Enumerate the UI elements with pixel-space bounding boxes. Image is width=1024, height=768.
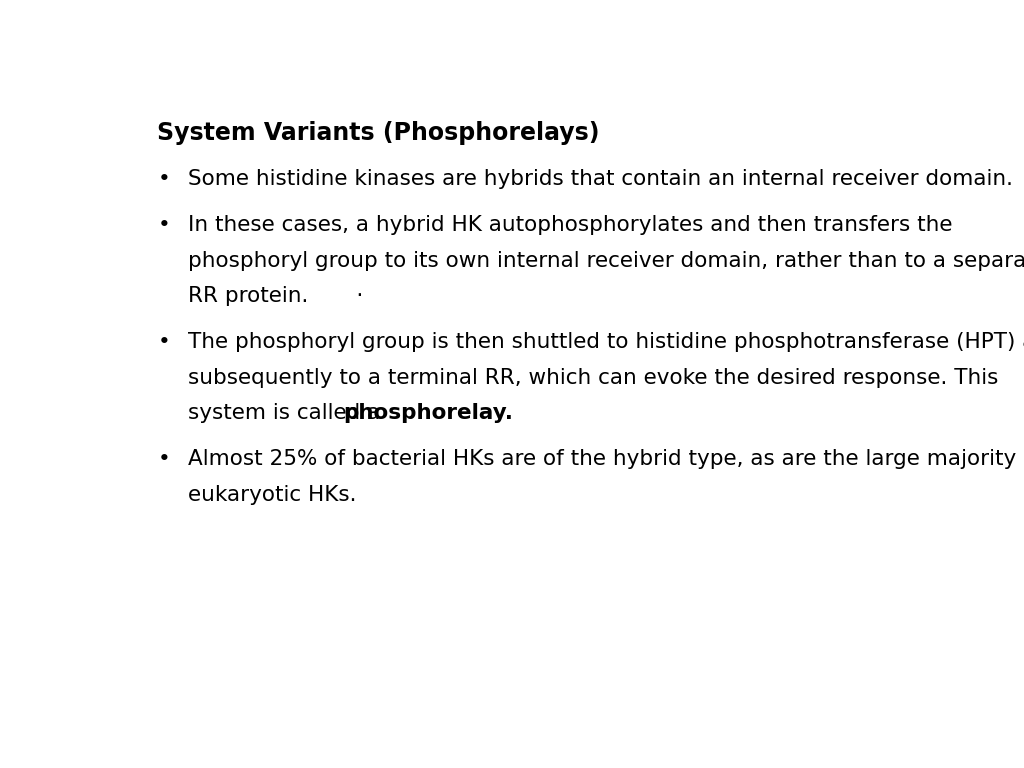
Text: phosphoryl group to its own internal receiver domain, rather than to a separate: phosphoryl group to its own internal rec… — [188, 250, 1024, 270]
Text: •: • — [158, 215, 170, 235]
Text: subsequently to a terminal RR, which can evoke the desired response. This: subsequently to a terminal RR, which can… — [188, 368, 998, 388]
Text: eukaryotic HKs.: eukaryotic HKs. — [188, 485, 357, 505]
Text: •: • — [158, 449, 170, 469]
Text: system is called a: system is called a — [188, 403, 387, 423]
Text: •: • — [158, 333, 170, 353]
Text: Some histidine kinases are hybrids that contain an internal receiver domain.: Some histidine kinases are hybrids that … — [188, 169, 1014, 189]
Text: Almost 25% of bacterial HKs are of the hybrid type, as are the large majority of: Almost 25% of bacterial HKs are of the h… — [188, 449, 1024, 469]
Text: RR protein.       ·: RR protein. · — [188, 286, 364, 306]
Text: System Variants (Phosphorelays): System Variants (Phosphorelays) — [158, 121, 600, 145]
Text: •: • — [158, 169, 170, 189]
Text: phosphorelay.: phosphorelay. — [343, 403, 513, 423]
Text: The phosphoryl group is then shuttled to histidine phosphotransferase (HPT) and: The phosphoryl group is then shuttled to… — [188, 333, 1024, 353]
Text: In these cases, a hybrid HK autophosphorylates and then transfers the: In these cases, a hybrid HK autophosphor… — [188, 215, 953, 235]
